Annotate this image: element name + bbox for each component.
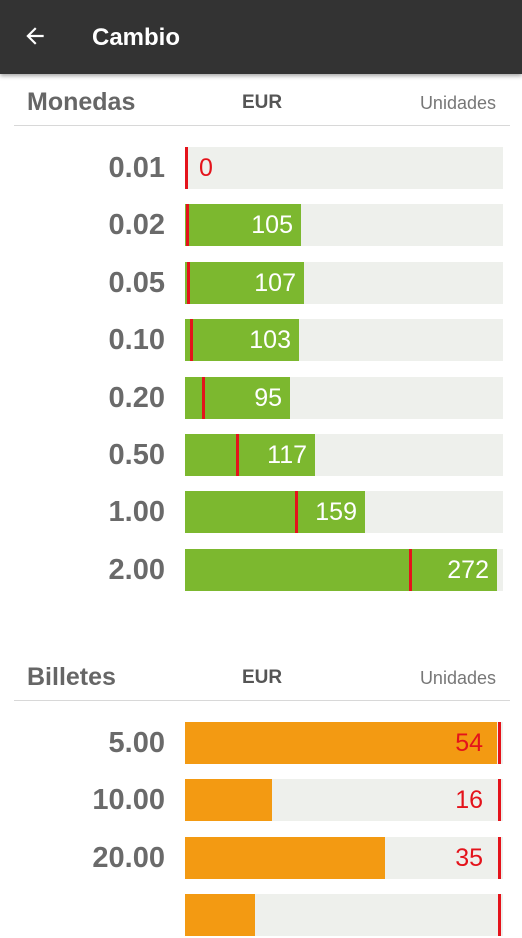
coin-row[interactable]: 1.00 159	[0, 489, 522, 535]
coin-row[interactable]: 0.02 105	[0, 202, 522, 248]
minimum-level-marker	[498, 836, 501, 879]
app-bar: Cambio	[0, 0, 522, 74]
quantity-bar-fill	[185, 261, 304, 304]
coin-row[interactable]: 2.00 272	[0, 547, 522, 593]
unit-count: 0	[199, 154, 213, 182]
coins-units-label: Unidades	[419, 93, 496, 113]
unit-count: 16	[455, 786, 483, 815]
back-button[interactable]	[14, 17, 56, 59]
unit-count: 95	[254, 383, 282, 412]
bill-row[interactable]: 5.00 54	[0, 720, 522, 766]
unit-count: 54	[455, 729, 483, 757]
minimum-level-marker	[202, 376, 205, 419]
unit-count: 107	[254, 268, 296, 297]
minimum-level-marker	[236, 434, 239, 476]
minimum-level-marker	[187, 261, 190, 304]
unit-count: 272	[447, 555, 489, 584]
quantity-bar-track: 0	[185, 147, 503, 189]
quantity-bar-track: 105	[185, 204, 503, 247]
coin-row[interactable]: 0.10 103	[0, 317, 522, 363]
denomination-label: 20.00	[92, 841, 165, 874]
quantity-bar-track: 159	[185, 491, 503, 534]
bill-row[interactable]	[0, 892, 522, 938]
quantity-bar-fill	[185, 491, 365, 534]
bills-title: Billetes	[27, 663, 116, 691]
quantity-bar-fill	[185, 722, 497, 764]
coins-title: Monedas	[27, 88, 136, 116]
arrow-back-icon	[22, 23, 48, 54]
quantity-bar-fill	[185, 548, 497, 591]
unit-count: 103	[249, 326, 291, 355]
denomination-label: 0.10	[108, 324, 165, 357]
quantity-bar-fill	[185, 434, 315, 476]
quantity-bar-fill	[185, 204, 301, 247]
quantity-bar-track: 103	[185, 319, 503, 362]
page-title: Cambio	[92, 24, 181, 51]
coins-currency: EUR	[242, 92, 283, 113]
minimum-level-marker	[295, 491, 298, 534]
quantity-bar-fill	[185, 319, 299, 362]
minimum-level-marker	[409, 548, 412, 591]
unit-count: 159	[315, 498, 357, 527]
bills-divider	[14, 700, 510, 701]
denomination-label	[0, 892, 165, 938]
bill-row[interactable]: 20.00 35	[0, 835, 522, 881]
quantity-bar-track: 54	[185, 722, 503, 764]
bills-currency: EUR	[242, 667, 283, 688]
quantity-bar-track: 35	[185, 836, 503, 879]
quantity-bar-fill	[185, 779, 272, 822]
minimum-level-marker	[498, 722, 501, 764]
denomination-label: 5.00	[108, 727, 165, 759]
minimum-level-marker	[185, 147, 188, 189]
denomination-label: 0.20	[108, 381, 165, 414]
minimum-level-marker	[186, 204, 189, 247]
denomination-label: 10.00	[92, 784, 165, 817]
coin-row[interactable]: 0.05 107	[0, 260, 522, 306]
coin-row[interactable]: 0.01 0	[0, 145, 522, 191]
coins-divider	[14, 125, 510, 126]
denomination-label: 2.00	[108, 553, 165, 586]
coins-section-header: Monedas EUR Unidades	[0, 82, 522, 122]
coin-row[interactable]: 0.20 95	[0, 375, 522, 421]
quantity-bar-fill	[185, 836, 385, 879]
bills-units-label: Unidades	[419, 668, 496, 688]
minimum-level-marker	[498, 779, 501, 822]
bills-section-header: Billetes EUR Unidades	[0, 657, 522, 697]
unit-count: 35	[455, 843, 483, 872]
minimum-level-marker	[190, 319, 193, 362]
denomination-label: 0.02	[108, 209, 165, 242]
quantity-bar-track	[185, 894, 503, 937]
quantity-bar-track: 117	[185, 434, 503, 476]
denomination-label: 0.50	[108, 439, 165, 471]
denomination-label: 1.00	[108, 496, 165, 529]
quantity-bar-track: 272	[185, 548, 503, 591]
unit-count: 105	[251, 211, 293, 240]
quantity-bar-track: 16	[185, 779, 503, 822]
denomination-label: 0.05	[108, 266, 165, 299]
quantity-bar-track: 95	[185, 376, 503, 419]
bill-row[interactable]: 10.00 16	[0, 777, 522, 823]
denomination-label: 0.01	[108, 152, 165, 184]
unit-count	[185, 894, 483, 936]
unit-count: 117	[267, 441, 307, 469]
quantity-bar-track: 107	[185, 261, 503, 304]
minimum-level-marker	[498, 894, 501, 937]
coin-row[interactable]: 0.50 117	[0, 432, 522, 478]
